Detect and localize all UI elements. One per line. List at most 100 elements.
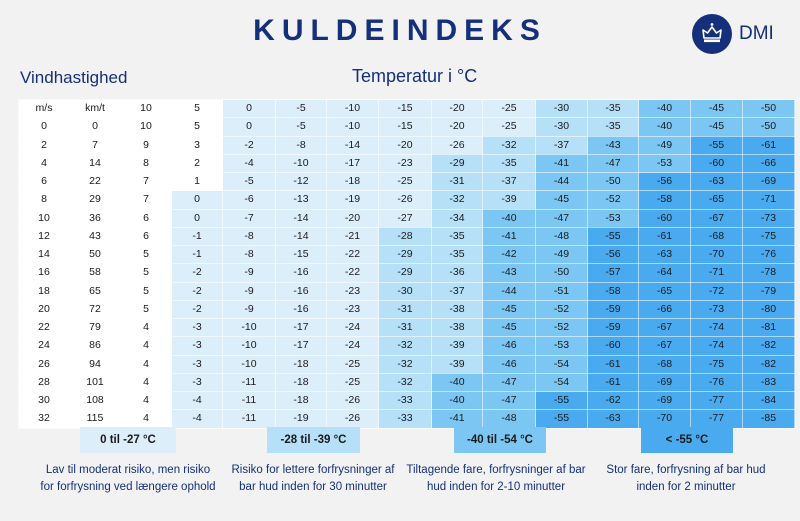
table-cell: 6 bbox=[18, 171, 70, 192]
table-cell: -52 bbox=[535, 299, 588, 320]
table-cell: -73 bbox=[742, 208, 795, 228]
table-cell: -10 bbox=[275, 153, 327, 174]
table-cell: -58 bbox=[587, 281, 639, 301]
table-cell: -55 bbox=[535, 390, 588, 411]
table-header-cell: -20 bbox=[431, 98, 483, 119]
table-cell: -2 bbox=[222, 135, 276, 155]
table-cell: -71 bbox=[690, 263, 743, 283]
table-cell: -26 bbox=[326, 409, 379, 429]
table-cell: -46 bbox=[482, 336, 536, 356]
table-cell: -47 bbox=[587, 153, 639, 174]
table-cell: 2 bbox=[18, 135, 70, 155]
legend-swatch: 0 til -27 °C bbox=[80, 427, 176, 453]
table-cell: 6 bbox=[120, 208, 172, 228]
table-cell: -63 bbox=[587, 409, 639, 429]
table-cell: -69 bbox=[638, 390, 691, 411]
table-cell: 7 bbox=[69, 135, 121, 155]
table-cell: 65 bbox=[69, 281, 121, 301]
table-cell: -30 bbox=[535, 117, 588, 137]
table-cell: 22 bbox=[69, 171, 121, 192]
table-cell: -3 bbox=[171, 354, 223, 374]
table-cell: 16 bbox=[18, 263, 70, 283]
table-cell: -26 bbox=[326, 390, 379, 411]
table-cell: -17 bbox=[275, 317, 327, 338]
table-cell: -35 bbox=[431, 244, 483, 265]
table-cell: -6 bbox=[222, 190, 276, 210]
table-cell: 50 bbox=[69, 244, 121, 265]
table-cell: 115 bbox=[69, 409, 121, 429]
table-cell: -39 bbox=[431, 336, 483, 356]
table-cell: -65 bbox=[638, 281, 691, 301]
table-cell: -85 bbox=[742, 409, 795, 429]
table-cell: -52 bbox=[535, 317, 588, 338]
table-cell: -11 bbox=[222, 372, 276, 393]
table-cell: -78 bbox=[742, 263, 795, 283]
table-cell: -44 bbox=[535, 171, 588, 192]
table-cell: -32 bbox=[378, 372, 432, 393]
table-cell: -36 bbox=[431, 263, 483, 283]
table-cell: -68 bbox=[690, 226, 743, 247]
table-cell: 43 bbox=[69, 226, 121, 247]
table-cell: 72 bbox=[69, 299, 121, 320]
table-row: 32 115 4 -4 -11 -19 -26 -33 -41 -48 -55 -63 -70 -77 -8… bbox=[18, 409, 795, 429]
table-cell: -45 bbox=[535, 190, 588, 210]
table-cell: -25 bbox=[378, 171, 432, 192]
table-cell: -20 bbox=[378, 135, 432, 155]
table-cell: -53 bbox=[587, 208, 639, 228]
table-cell: -69 bbox=[742, 171, 795, 192]
table-cell: 30 bbox=[18, 390, 70, 411]
table-cell: -52 bbox=[587, 190, 639, 210]
table-row: 22 79 4 -3 -10 -17 -24 -31 -38 -45 -52 -59 -67 -74 -81 bbox=[18, 317, 795, 338]
table-cell: -45 bbox=[482, 299, 536, 320]
table-cell: -56 bbox=[638, 171, 691, 192]
table-cell: -4 bbox=[222, 153, 276, 174]
table-cell: -67 bbox=[638, 317, 691, 338]
table-cell: -23 bbox=[326, 281, 379, 301]
table-cell: -40 bbox=[431, 390, 483, 411]
table-cell: -58 bbox=[638, 190, 691, 210]
table-cell: 10 bbox=[120, 117, 172, 137]
table-cell: -35 bbox=[587, 117, 639, 137]
legend-swatch: -40 til -54 °C bbox=[454, 427, 546, 453]
table-cell: -51 bbox=[535, 281, 588, 301]
table-cell: -29 bbox=[378, 244, 432, 265]
table-cell: 7 bbox=[120, 190, 172, 210]
table-cell: -67 bbox=[690, 208, 743, 228]
table-cell: -3 bbox=[171, 336, 223, 356]
table-cell: -10 bbox=[222, 317, 276, 338]
table-cell: -35 bbox=[482, 153, 536, 174]
table-cell: -66 bbox=[742, 153, 795, 174]
table-cell: -16 bbox=[275, 263, 327, 283]
table-cell: -30 bbox=[378, 281, 432, 301]
table-cell: -41 bbox=[431, 409, 483, 429]
table-cell: -75 bbox=[690, 354, 743, 374]
table-cell: -4 bbox=[171, 390, 223, 411]
table-cell: -38 bbox=[431, 317, 483, 338]
table-cell: -83 bbox=[742, 372, 795, 393]
table-header-cell: -50 bbox=[742, 98, 795, 119]
legend-swatch: -28 til -39 °C bbox=[267, 427, 360, 453]
table-cell: -9 bbox=[222, 299, 276, 320]
page-title: KULDEINDEKS bbox=[253, 14, 547, 47]
table-cell: -48 bbox=[535, 226, 588, 247]
table-cell: -5 bbox=[222, 171, 276, 192]
table-cell: 36 bbox=[69, 208, 121, 228]
table-cell: -71 bbox=[742, 190, 795, 210]
logo-text: DMI bbox=[739, 23, 774, 44]
table-cell: -25 bbox=[326, 354, 379, 374]
table-cell: -62 bbox=[587, 390, 639, 411]
table-cell: -32 bbox=[482, 135, 536, 155]
table-cell: -65 bbox=[690, 190, 743, 210]
table-header-cell: -40 bbox=[638, 98, 691, 119]
table-cell: -14 bbox=[326, 135, 379, 155]
table-cell: -12 bbox=[275, 171, 327, 192]
table-row: 14 50 5 -1 -8 -15 -22 -29 -35 -42 -49 -56 -63 -70 -76 bbox=[18, 244, 795, 265]
table-cell: -40 bbox=[482, 208, 536, 228]
dmi-logo: DMI bbox=[692, 14, 774, 54]
table-cell: -55 bbox=[535, 409, 588, 429]
table-header-cell: -10 bbox=[326, 98, 379, 119]
table-cell: -41 bbox=[535, 153, 588, 174]
table-row: 10 36 6 0 -7 -14 -20 -27 -34 -40 -47 -53 -60 -67 -73 bbox=[18, 208, 795, 228]
table-cell: 4 bbox=[120, 336, 172, 356]
table-cell: -35 bbox=[431, 226, 483, 247]
